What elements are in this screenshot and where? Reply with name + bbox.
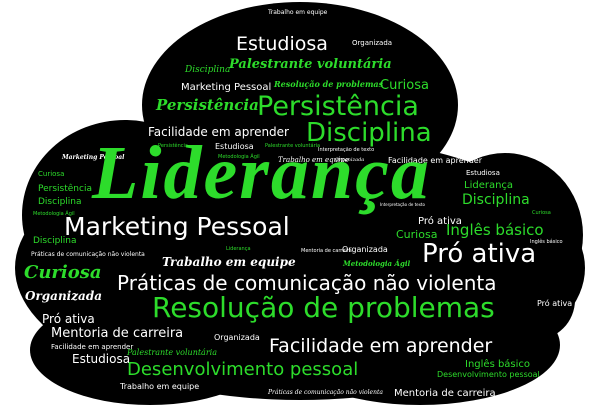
- word-palestrante-voluntaria: Palestrante voluntária: [265, 143, 321, 149]
- word-marketing-pessoal: Marketing Pessoal: [181, 82, 272, 93]
- word-organizada: Organizada: [352, 39, 393, 47]
- word-mentoria-de-carreira: Mentoria de carreira: [51, 326, 184, 341]
- word-mentoria-de-carreira: Mentoria de carreira: [394, 388, 496, 399]
- word-metodologia-agil: Metodologia Ágil: [33, 211, 75, 217]
- word-ingles-basico: Inglês básico: [465, 359, 531, 370]
- word-lideranca-large: Liderança: [92, 131, 431, 215]
- word-marketing-pessoal: Marketing Pessoal: [62, 154, 125, 161]
- word-ingles-basico: Inglês básico: [446, 221, 544, 239]
- word-curiosa: Curiosa: [380, 78, 429, 93]
- word-curiosa: Curiosa: [532, 210, 551, 216]
- word-trabalho-em-equipe: Trabalho em equipe: [278, 156, 350, 164]
- word-resolucao-de-problemas: Resolução de problemas: [274, 79, 384, 89]
- word-disciplina: Disciplina: [33, 236, 77, 246]
- word-palestrante-voluntaria: Palestrante voluntária: [127, 348, 217, 357]
- word-desenvolvimento-pessoal: Desenvolvimento pessoal: [437, 370, 540, 379]
- word-ingles-basico: Inglês básico: [530, 239, 563, 245]
- word-metodologia-agil: Metodologia Ágil: [218, 154, 260, 160]
- word-interpretacao-de-texto: Interpretação de texto: [380, 202, 425, 207]
- word-disciplina-large: Disciplina: [306, 118, 432, 148]
- word-estudiosa: Estudiosa: [72, 352, 131, 366]
- word-pro-ativa: Pró ativa: [418, 216, 462, 227]
- word-facilidade-em-aprender: Facilidade em aprender: [51, 343, 134, 351]
- word-metodologia-agil: Metodologia Ágil: [343, 259, 411, 268]
- word-persistencia-large: Persistência: [257, 91, 419, 122]
- word-praticas-de-comunicacao-nao-violenta: Práticas de comunicação não violenta: [31, 251, 145, 258]
- word-palestrante-voluntaria: Palestrante voluntária: [229, 57, 392, 72]
- word-resolucao-de-problemas-large: Resolução de problemas: [152, 291, 495, 324]
- word-organizada: Organizada: [342, 245, 388, 254]
- word-praticas-de-comunicacao-nao-violenta: Práticas de comunicação não violenta: [268, 389, 383, 396]
- word-disciplina: Disciplina: [185, 65, 231, 75]
- word-pro-ativa-large: Pró ativa: [422, 239, 537, 269]
- word-disciplina: Disciplina: [38, 197, 82, 207]
- word-interpretacao-de-texto: Interpretação de texto: [318, 147, 375, 153]
- word-trabalho-em-equipe: Trabalho em equipe: [120, 382, 200, 391]
- word-disciplina: Disciplina: [462, 192, 530, 208]
- word-curiosa: Curiosa: [38, 170, 65, 178]
- word-organizada: Organizada: [335, 157, 365, 163]
- word-facilidade-em-aprender-large: Facilidade em aprender: [269, 335, 493, 357]
- word-persistencia: Persistência: [156, 96, 259, 114]
- word-pro-ativa: Pró ativa: [42, 312, 95, 326]
- word-praticas-de-comunicacao-nao-violenta-large: Práticas de comunicação não violenta: [117, 271, 497, 295]
- word-lideranca: Liderança: [464, 180, 514, 191]
- word-lideranca: Liderança: [226, 246, 251, 252]
- word-desenvolvimento-pessoal-large: Desenvolvimento pessoal: [127, 359, 359, 380]
- word-estudiosa: Estudiosa: [466, 169, 500, 177]
- word-estudiosa: Estudiosa: [236, 33, 328, 55]
- word-facilidade-em-aprender: Facilidade em aprender: [148, 125, 289, 139]
- word-persistencia: Persistência: [158, 143, 188, 149]
- word-trabalho-em-equipe: Trabalho em equipe: [162, 255, 296, 269]
- word-curiosa: Curiosa: [396, 228, 438, 241]
- word-facilidade-em-aprender: Facilidade em aprender: [388, 156, 482, 165]
- word-persistencia: Persistência: [38, 184, 92, 194]
- word-organizada: Organizada: [25, 289, 102, 303]
- word-curiosa-large: Curiosa: [24, 262, 102, 283]
- word-organizada: Organizada: [214, 333, 260, 342]
- word-pro-ativa: Pró ativa: [537, 299, 573, 308]
- word-estudiosa: Estudiosa: [215, 142, 254, 151]
- word-marketing-pessoal-large: Marketing Pessoal: [64, 212, 290, 241]
- word-mentoria-de-carreira: Mentoria de carreira: [301, 248, 352, 254]
- word-trabalho-em-equipe: Trabalho em equipe: [268, 9, 328, 16]
